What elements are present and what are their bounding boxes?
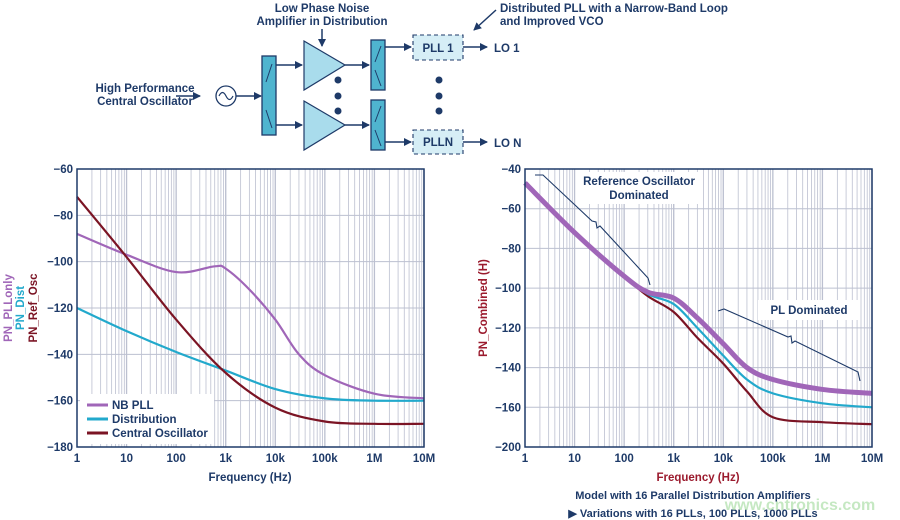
legend: NB PLL Distribution Central Oscillator [80, 394, 214, 444]
x-tick-label: 10k [266, 453, 286, 465]
lo-1-label: LO 1 [494, 43, 520, 55]
y-label-pn-ref-osc: PN_Ref_Osc [28, 273, 40, 343]
watermark: www.cntronics.com [724, 497, 876, 514]
sine-wave-icon [218, 91, 234, 101]
x-tick-label: 1 [522, 453, 529, 465]
ellipsis-dot [334, 92, 342, 100]
series-line-nb-pll [76, 232, 425, 400]
series-line-distribution [76, 307, 425, 402]
ellipsis-dot [334, 76, 342, 84]
x-tick-label: 10k [714, 453, 734, 465]
y-tick-label: −100 [495, 283, 521, 295]
ref-osc-brace [535, 174, 651, 286]
y-tick-label: −80 [501, 243, 521, 255]
pll-n-box [412, 129, 464, 155]
annotation-ref-osc-line1: Reference Oscillator [583, 176, 695, 188]
y-tick-label: −160 [47, 396, 73, 408]
y-tick-label: −140 [495, 363, 521, 375]
x-tick-label: 10M [413, 453, 435, 465]
pll-1-label: PLL 1 [422, 43, 454, 55]
lo-n-label: LO N [494, 138, 521, 150]
y-tick-label: −80 [53, 210, 73, 222]
filter-box [370, 39, 386, 91]
left-x-label: Frequency (Hz) [208, 472, 291, 484]
y-tick-label: −140 [47, 349, 73, 361]
legend-label-central-oscillator: Central Oscillator [112, 428, 208, 440]
right-x-label: Frequency (Hz) [656, 472, 739, 484]
legend-label-distribution: Distribution [112, 414, 177, 426]
y-tick-label: −100 [47, 257, 73, 269]
x-tick-label: 1k [219, 453, 232, 465]
x-tick-label: 100 [615, 453, 634, 465]
x-tick-label: 10M [861, 453, 883, 465]
oscillator-label-1: High Performance [95, 83, 194, 95]
splitter-switch-icon [265, 109, 273, 129]
y-tick-label: −120 [495, 323, 521, 335]
pll-label-2: and Improved VCO [500, 16, 604, 28]
y-tick-label: −60 [501, 204, 521, 216]
pll-pointer-arrow [473, 9, 497, 31]
y-label-pn-dist: PN_Dist [15, 286, 27, 330]
legend-label-nb-pll: NB PLL [112, 400, 154, 412]
amplifier-label-1: Low Phase Noise [275, 3, 370, 15]
amplifier-label-2: Amplifier in Distribution [257, 16, 388, 28]
pl-dominated-brace [717, 308, 861, 382]
y-tick-label: −180 [47, 442, 73, 454]
caption-line-1: Model with 16 Parallel Distribution Ampl… [575, 490, 811, 502]
x-tick-label: 10 [568, 453, 581, 465]
series-line-purple [523, 181, 873, 396]
x-tick-label: 1 [74, 453, 81, 465]
switch-icon [374, 129, 382, 147]
switch-icon [374, 105, 382, 123]
x-tick-label: 1M [366, 453, 382, 465]
y-tick-label: −160 [495, 402, 521, 414]
caption-line-2: ▶ Variations with 16 PLLs, 100 PLLs, 100… [567, 508, 817, 520]
ellipsis-dot [435, 107, 443, 115]
x-tick-label: 10 [120, 453, 133, 465]
x-tick-label: 100k [760, 453, 786, 465]
annotation-bg [578, 172, 702, 204]
amplifier-triangle [303, 99, 347, 152]
y-tick-label: −120 [47, 303, 73, 315]
y-tick-label: −60 [53, 164, 73, 176]
switch-icon [374, 69, 382, 87]
right-y-label: PN_Combined (H) [478, 259, 490, 357]
series-line-central-oscillator [76, 196, 425, 426]
annotation-ref-osc-line2: Dominated [609, 190, 668, 202]
x-tick-label: 100k [312, 453, 338, 465]
splitter-switch-icon [265, 63, 273, 83]
ellipsis-dot [435, 76, 443, 84]
x-tick-label: 1M [814, 453, 830, 465]
pll-label-1: Distributed PLL with a Narrow-Band Loop [500, 3, 728, 15]
y-tick-label: −40 [501, 164, 521, 176]
plot-frame [76, 168, 425, 448]
pll-n-label: PLLN [423, 137, 453, 149]
annotation-bg [758, 300, 858, 320]
block-diagram: Low Phase Noise Amplifier in Distributio… [95, 3, 728, 155]
y-tick-label: −200 [495, 442, 521, 454]
oscillator-label-2: Central Oscillator [97, 96, 193, 108]
y-label-pn-pllonly: PN_PLLonly [3, 274, 15, 342]
filter-box [370, 99, 386, 151]
ellipsis-dot [435, 92, 443, 100]
switch-icon [374, 45, 382, 63]
ellipsis-dot [334, 107, 342, 115]
x-tick-label: 100 [167, 453, 186, 465]
annotation-pl-dominated: PL Dominated [770, 305, 847, 317]
amplifier-triangle [303, 39, 347, 92]
x-tick-label: 1k [667, 453, 680, 465]
splitter-box [261, 55, 277, 136]
pll-1-box [412, 34, 464, 61]
plot-frame [524, 168, 873, 448]
